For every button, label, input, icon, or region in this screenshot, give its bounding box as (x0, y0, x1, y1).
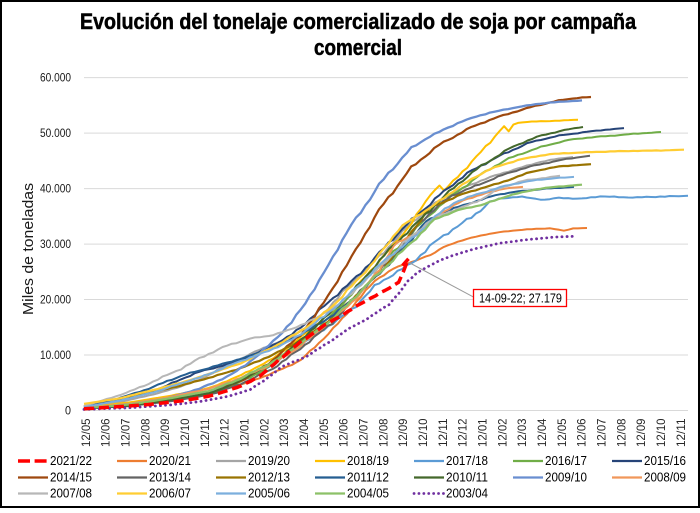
svg-text:2021/22: 2021/22 (50, 454, 92, 468)
svg-text:2017/18: 2017/18 (446, 454, 488, 468)
svg-text:12/03: 12/03 (277, 418, 291, 447)
svg-text:12/06: 12/06 (99, 418, 113, 447)
svg-text:12/08: 12/08 (138, 418, 152, 447)
svg-text:12/10: 12/10 (654, 418, 668, 447)
svg-text:12/07: 12/07 (595, 418, 609, 447)
svg-text:2020/21: 2020/21 (149, 454, 191, 468)
svg-text:2010/11: 2010/11 (446, 471, 488, 485)
svg-text:2014/15: 2014/15 (50, 471, 92, 485)
svg-text:12/09: 12/09 (396, 418, 410, 447)
svg-text:12/05: 12/05 (79, 418, 93, 447)
svg-text:2009/10: 2009/10 (545, 471, 587, 485)
svg-text:2013/14: 2013/14 (149, 471, 191, 485)
svg-text:12/10: 12/10 (416, 418, 430, 447)
svg-text:12/01: 12/01 (238, 418, 252, 447)
svg-text:Evolución del tonelaje comerci: Evolución del tonelaje comercializado de… (80, 9, 637, 34)
svg-text:2016/17: 2016/17 (545, 454, 587, 468)
svg-text:12/09: 12/09 (158, 418, 172, 447)
svg-text:12/11: 12/11 (198, 418, 212, 447)
svg-text:12/04: 12/04 (535, 418, 549, 447)
svg-text:12/04: 12/04 (297, 418, 311, 447)
svg-text:2005/06: 2005/06 (248, 487, 290, 501)
svg-text:12/08: 12/08 (376, 418, 390, 447)
svg-text:2006/07: 2006/07 (149, 487, 191, 501)
svg-text:2008/09: 2008/09 (644, 471, 686, 485)
svg-text:30.000: 30.000 (40, 239, 71, 251)
svg-text:40.000: 40.000 (40, 184, 71, 196)
svg-text:12/11: 12/11 (436, 418, 450, 447)
svg-text:50.000: 50.000 (40, 128, 71, 140)
svg-text:60.000: 60.000 (40, 73, 71, 85)
svg-text:2011/12: 2011/12 (347, 471, 389, 485)
svg-text:2018/19: 2018/19 (347, 454, 389, 468)
svg-text:20.000: 20.000 (40, 295, 71, 307)
svg-text:12/03: 12/03 (515, 418, 529, 447)
svg-text:2015/16: 2015/16 (644, 454, 686, 468)
svg-text:12/12: 12/12 (456, 418, 470, 447)
svg-text:2003/04: 2003/04 (446, 487, 488, 501)
svg-text:2007/08: 2007/08 (50, 487, 92, 501)
svg-text:12/06: 12/06 (575, 418, 589, 447)
svg-text:12/07: 12/07 (119, 418, 133, 447)
svg-text:12/01: 12/01 (476, 418, 490, 447)
svg-text:12/12: 12/12 (218, 418, 232, 447)
svg-text:14-09-22; 27.179: 14-09-22; 27.179 (479, 292, 562, 306)
svg-text:12/07: 12/07 (357, 418, 371, 447)
svg-text:0: 0 (65, 406, 71, 418)
svg-text:2012/13: 2012/13 (248, 471, 290, 485)
svg-text:12/06: 12/06 (337, 418, 351, 447)
svg-text:12/05: 12/05 (317, 418, 331, 447)
svg-text:comercial: comercial (314, 35, 402, 60)
svg-text:12/11: 12/11 (674, 418, 688, 447)
svg-text:12/05: 12/05 (555, 418, 569, 447)
svg-text:12/10: 12/10 (178, 418, 192, 447)
svg-text:10.000: 10.000 (40, 350, 71, 362)
svg-text:12/09: 12/09 (634, 418, 648, 447)
svg-text:Miles de toneladas: Miles de toneladas (21, 183, 37, 315)
svg-text:2004/05: 2004/05 (347, 487, 389, 501)
svg-text:12/02: 12/02 (257, 418, 271, 447)
svg-text:12/08: 12/08 (614, 418, 628, 447)
svg-text:2019/20: 2019/20 (248, 454, 290, 468)
svg-text:12/02: 12/02 (495, 418, 509, 447)
